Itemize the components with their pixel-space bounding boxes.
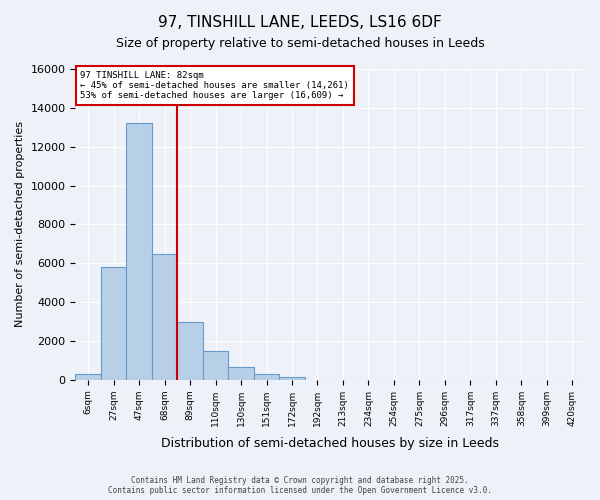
X-axis label: Distribution of semi-detached houses by size in Leeds: Distribution of semi-detached houses by … xyxy=(161,437,499,450)
Bar xyxy=(279,377,305,380)
Bar xyxy=(101,267,127,380)
Y-axis label: Number of semi-detached properties: Number of semi-detached properties xyxy=(15,122,25,328)
Text: Size of property relative to semi-detached houses in Leeds: Size of property relative to semi-detach… xyxy=(116,38,484,51)
Bar xyxy=(178,322,203,380)
Bar xyxy=(152,254,178,380)
Text: 97, TINSHILL LANE, LEEDS, LS16 6DF: 97, TINSHILL LANE, LEEDS, LS16 6DF xyxy=(158,15,442,30)
Bar xyxy=(127,124,152,380)
Bar xyxy=(76,374,101,380)
Bar xyxy=(254,374,279,380)
Text: Contains HM Land Registry data © Crown copyright and database right 2025.
Contai: Contains HM Land Registry data © Crown c… xyxy=(108,476,492,495)
Bar xyxy=(203,350,228,380)
Text: 97 TINSHILL LANE: 82sqm
← 45% of semi-detached houses are smaller (14,261)
53% o: 97 TINSHILL LANE: 82sqm ← 45% of semi-de… xyxy=(80,70,349,101)
Bar xyxy=(228,367,254,380)
